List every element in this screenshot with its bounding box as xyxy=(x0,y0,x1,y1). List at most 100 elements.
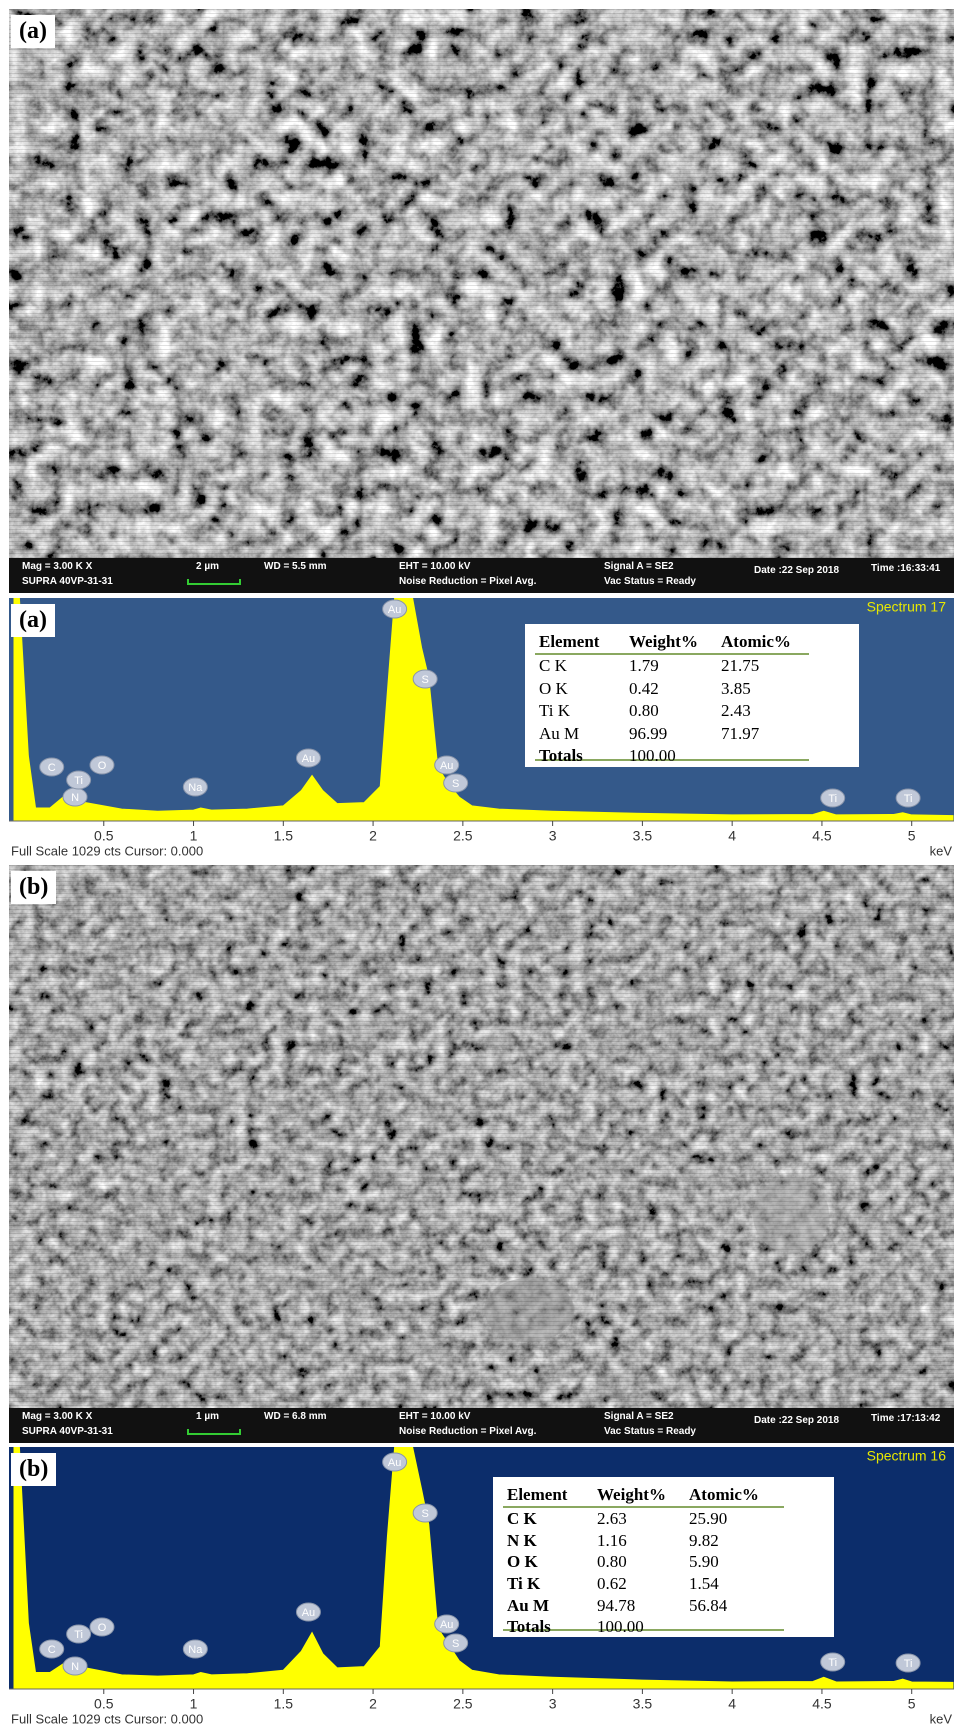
x-tick-label: 5 xyxy=(908,828,916,844)
peak-marker xyxy=(66,1624,92,1644)
table-header: Element xyxy=(507,1485,568,1504)
info-text: Signal A = SE2 xyxy=(604,1411,674,1422)
table-cell: Totals xyxy=(507,1617,551,1637)
peak-label: Na xyxy=(188,1644,203,1656)
table-cell: O K xyxy=(539,678,568,698)
peak-marker xyxy=(295,1602,321,1622)
x-unit: keV xyxy=(930,1711,953,1726)
x-tick-label: 1 xyxy=(190,1696,198,1712)
table-cell: N K xyxy=(507,1530,537,1550)
table-rule xyxy=(503,1506,784,1508)
peak-label: S xyxy=(452,1638,459,1650)
table-cell: 0.42 xyxy=(629,678,659,698)
info-text: Vac Status = Ready xyxy=(604,1426,696,1437)
x-tick-label: 5 xyxy=(908,1696,916,1712)
x-tick-label: 1 xyxy=(190,828,198,844)
info-bar: Mag = 3.00 K X 1 µm WD = 6.8 mm EHT = 10.00… xyxy=(9,1408,954,1443)
peak-label: C xyxy=(48,1644,56,1656)
peak-marker xyxy=(412,669,438,689)
info-text: 2 µm xyxy=(196,561,219,572)
peak-label: S xyxy=(452,778,459,790)
info-text: Signal A = SE2 xyxy=(604,561,674,572)
peak-marker xyxy=(89,1617,115,1637)
scale-bar xyxy=(187,1429,241,1435)
x-tick-label: 0.5 xyxy=(94,828,114,844)
peak-marker xyxy=(66,770,92,790)
x-tick-label: 2 xyxy=(369,1696,377,1712)
table-cell: 100.00 xyxy=(597,1617,644,1637)
peak-label: Au xyxy=(440,1619,453,1631)
peak-label: O xyxy=(98,760,107,772)
info-text: Noise Reduction = Pixel Avg. xyxy=(399,1426,537,1437)
peak-marker xyxy=(182,777,208,797)
peak-label: N xyxy=(71,1661,79,1673)
x-tick-label: 3.5 xyxy=(633,1696,653,1712)
table-header: Element xyxy=(539,632,600,651)
info-text: 1 µm xyxy=(196,1411,219,1422)
peak-label: Ti xyxy=(828,793,837,805)
scan-lines xyxy=(9,865,954,1408)
peak-label: Ti xyxy=(904,1658,913,1670)
table-cell: 0.80 xyxy=(629,701,659,721)
table-cell: Au M xyxy=(507,1595,550,1615)
table-cell: Ti K xyxy=(539,701,571,721)
table-header: Atomic% xyxy=(689,1485,759,1504)
table-cell: Au M xyxy=(539,723,580,743)
peak-marker xyxy=(820,1652,846,1672)
peak-marker xyxy=(895,788,921,808)
x-tick-label: 4.5 xyxy=(812,828,832,844)
table-cell: C K xyxy=(507,1509,537,1528)
table-cell: Totals xyxy=(539,746,583,766)
peak-marker xyxy=(434,755,460,775)
x-tick-label: 3 xyxy=(549,1696,557,1712)
peak-label: Na xyxy=(188,782,203,794)
peak-marker xyxy=(62,1656,88,1676)
table-cell: 5.90 xyxy=(689,1552,719,1572)
x-tick-label: 3.5 xyxy=(633,828,653,844)
table-cell: 56.84 xyxy=(689,1595,728,1615)
table-header: Weight% xyxy=(597,1485,666,1504)
footer: Full Scale 1029 cts Cursor: 0.000 xyxy=(11,1711,203,1726)
table-rule xyxy=(535,653,809,655)
info-text: Date :22 Sep 2018 xyxy=(754,565,840,576)
info-text: Mag = 3.00 K X xyxy=(22,1411,93,1422)
table-cell: 2.43 xyxy=(721,701,751,721)
info-text: Mag = 3.00 K X xyxy=(22,561,93,572)
table-cell: 96.99 xyxy=(629,723,668,743)
panel-label: (b) xyxy=(11,871,57,904)
spectrum-title: Spectrum 17 xyxy=(867,599,947,615)
table-cell: 25.90 xyxy=(689,1509,728,1528)
table-cell: 2.63 xyxy=(597,1509,627,1528)
table-cell: 1.16 xyxy=(597,1530,627,1550)
peak-marker xyxy=(382,1452,408,1472)
peak-marker xyxy=(820,788,846,808)
peak-marker xyxy=(434,1614,460,1634)
peak-label: Au xyxy=(302,1607,315,1619)
peak-label: Au xyxy=(388,604,401,616)
panel-label: (a) xyxy=(11,604,55,637)
info-text: Time :16:33:41 xyxy=(871,563,941,574)
peak-label: Au xyxy=(388,1457,401,1469)
x-tick-label: 4 xyxy=(728,828,736,844)
peak-label: O xyxy=(98,1622,107,1634)
composition-table: Element Weight% Atomic% C K 2.63 25.90 N K 1.16… xyxy=(493,1477,834,1637)
sem-image xyxy=(9,9,954,558)
table-cell: 21.75 xyxy=(721,656,760,675)
peak-label: Ti xyxy=(74,775,83,787)
info-text: SUPRA 40VP-31-31 xyxy=(22,1426,113,1437)
info-text: EHT = 10.00 kV xyxy=(399,1411,471,1422)
table-cell: 71.97 xyxy=(721,723,760,743)
x-tick-label: 1.5 xyxy=(274,828,294,844)
x-tick-label: 4 xyxy=(728,1696,736,1712)
peak-marker xyxy=(89,755,115,775)
table-cell: Ti K xyxy=(507,1574,541,1593)
peak-label: Ti xyxy=(904,793,913,805)
x-tick-label: 4.5 xyxy=(812,1696,832,1712)
table-header: Atomic% xyxy=(721,632,791,651)
peak-label: S xyxy=(421,1508,428,1520)
panel-label: (b) xyxy=(11,1453,57,1486)
peak-marker xyxy=(182,1639,208,1659)
peak-label: C xyxy=(48,762,56,774)
peak-marker xyxy=(39,757,65,777)
